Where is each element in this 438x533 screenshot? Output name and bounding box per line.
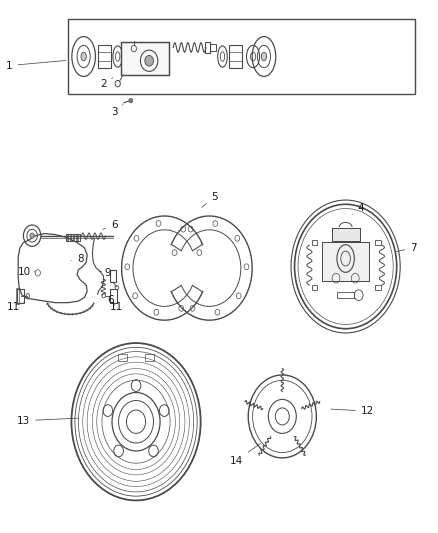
Bar [322,241,369,281]
Bar [322,241,369,281]
Ellipse shape [261,52,267,61]
Bar [332,228,360,241]
Circle shape [145,55,153,66]
Bar [110,270,117,282]
Bar [17,289,24,303]
Text: 8: 8 [71,254,84,263]
Bar [110,289,117,303]
Bar [230,45,242,68]
Bar [121,42,169,75]
Text: 11: 11 [110,302,123,312]
Text: 6: 6 [101,295,114,305]
Bar [311,240,317,245]
Bar [145,354,154,360]
Text: 3: 3 [111,104,123,117]
Circle shape [129,99,133,103]
Bar [332,228,360,241]
Text: 1: 1 [6,60,66,70]
Bar [66,233,80,241]
Text: 12: 12 [331,406,374,416]
Bar [118,354,127,360]
Text: 9: 9 [99,269,111,278]
Bar [99,45,111,68]
Text: 10: 10 [18,267,35,277]
Text: 4: 4 [352,203,364,214]
Bar [121,42,169,75]
Bar [337,292,354,298]
Text: 13: 13 [17,416,79,426]
Ellipse shape [81,52,86,61]
Circle shape [30,233,34,238]
Text: 5: 5 [201,192,218,207]
Bar [210,44,215,51]
Bar [68,19,416,94]
Text: 6: 6 [103,220,117,230]
Bar [311,285,317,290]
Bar [375,240,381,245]
Bar [375,285,381,290]
Text: 14: 14 [230,443,261,465]
Text: 7: 7 [396,243,417,253]
Text: 11: 11 [7,302,23,312]
Bar [205,42,210,53]
Bar [16,288,19,304]
Text: 2: 2 [100,78,113,89]
